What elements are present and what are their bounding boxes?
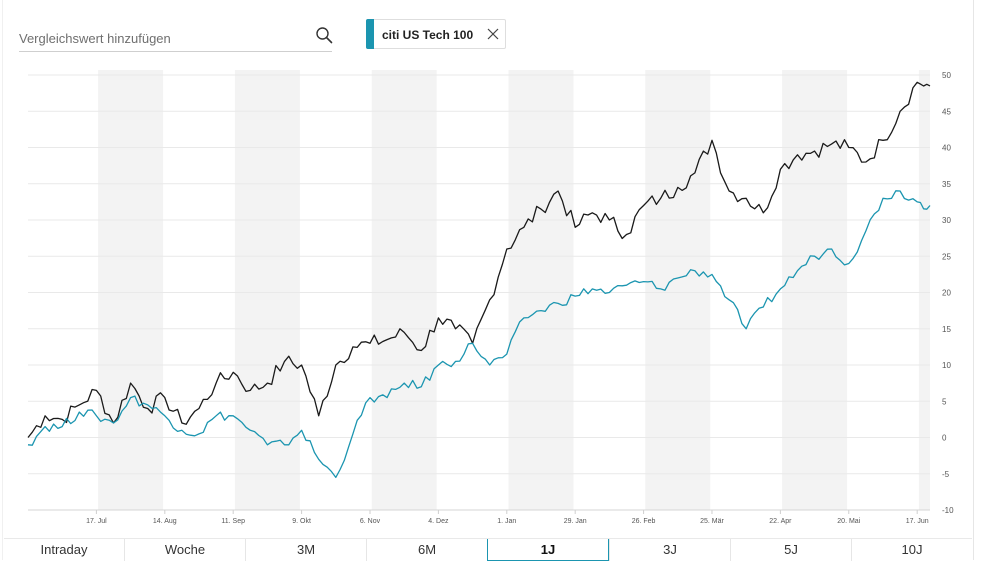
frame-left-border <box>2 0 3 560</box>
x-tick-label: 9. Okt <box>292 518 311 525</box>
x-tick-label: 4. Dez <box>428 518 449 525</box>
chart-series <box>27 81 931 479</box>
y-tick-label: 45 <box>942 107 951 116</box>
series-line-main <box>27 81 931 438</box>
x-tick-label: 22. Apr <box>769 518 792 525</box>
tab-6m[interactable]: 6M <box>366 539 487 561</box>
y-tick-label: 40 <box>942 144 951 153</box>
tab-5j[interactable]: 5J <box>730 539 851 561</box>
tab-intraday[interactable]: Intraday <box>40 542 88 557</box>
month-band <box>918 70 930 510</box>
x-tick-label: 14. Aug <box>153 518 177 525</box>
series-line-compare <box>27 190 931 479</box>
x-tick-label: 11. Sep <box>221 518 245 525</box>
frame-right-border <box>973 0 974 560</box>
y-tick-label: 35 <box>942 180 951 189</box>
performance-chart: 17. Jul 14. Aug 11. Sep 9. Okt 6. Nov 4. Dez 1… <box>27 70 954 525</box>
y-tick-label: 25 <box>942 252 951 261</box>
timeframe-tabs: Intraday Woche 3M 6M 1J 3J 5J 10J <box>4 538 972 561</box>
month-band <box>645 70 711 510</box>
month-band <box>782 70 848 510</box>
y-tick-label: 30 <box>942 216 951 225</box>
chart-gridlines <box>28 74 930 511</box>
x-tick-label: 25. Mär <box>700 518 724 525</box>
compare-search-input[interactable] <box>19 28 299 48</box>
month-band <box>234 70 300 510</box>
y-tick-label: -10 <box>942 506 954 515</box>
month-band <box>508 70 574 510</box>
comparison-chip: citi US Tech 100 <box>366 19 506 49</box>
y-tick-label: 5 <box>942 397 947 406</box>
x-tick-label: 6. Nov <box>360 518 381 525</box>
x-tick-label: 29. Jan <box>564 518 587 525</box>
x-tick-label: 26. Feb <box>632 518 656 525</box>
tab-woche[interactable]: Woche <box>124 539 245 561</box>
tab-1j[interactable]: 1J <box>487 539 609 561</box>
x-tick-label: 1. Jan <box>497 518 516 525</box>
month-band <box>371 70 437 510</box>
compare-search <box>19 24 333 52</box>
tab-10j[interactable]: 10J <box>851 539 972 561</box>
chip-color-swatch <box>366 19 374 49</box>
x-tick-label: 17. Jun <box>906 518 929 525</box>
tab-3j[interactable]: 3J <box>609 539 730 561</box>
close-icon[interactable] <box>487 28 499 40</box>
chart-background-bands <box>98 70 930 510</box>
x-axis-ticks: 17. Jul 14. Aug 11. Sep 9. Okt 6. Nov 4. Dez 1… <box>28 509 930 525</box>
tab-3m[interactable]: 3M <box>245 539 366 561</box>
y-tick-label: 20 <box>942 289 951 298</box>
y-tick-label: -5 <box>942 470 950 479</box>
x-tick-label: 17. Jul <box>86 518 107 525</box>
x-tick-label: 20. Mai <box>837 518 860 525</box>
y-tick-label: 0 <box>942 434 947 443</box>
chip-label: citi US Tech 100 <box>382 28 474 42</box>
y-tick-label: 15 <box>942 325 951 334</box>
y-tick-label: 50 <box>942 71 951 80</box>
month-band <box>98 70 164 510</box>
y-tick-label: 10 <box>942 361 951 370</box>
search-icon[interactable] <box>315 26 333 44</box>
